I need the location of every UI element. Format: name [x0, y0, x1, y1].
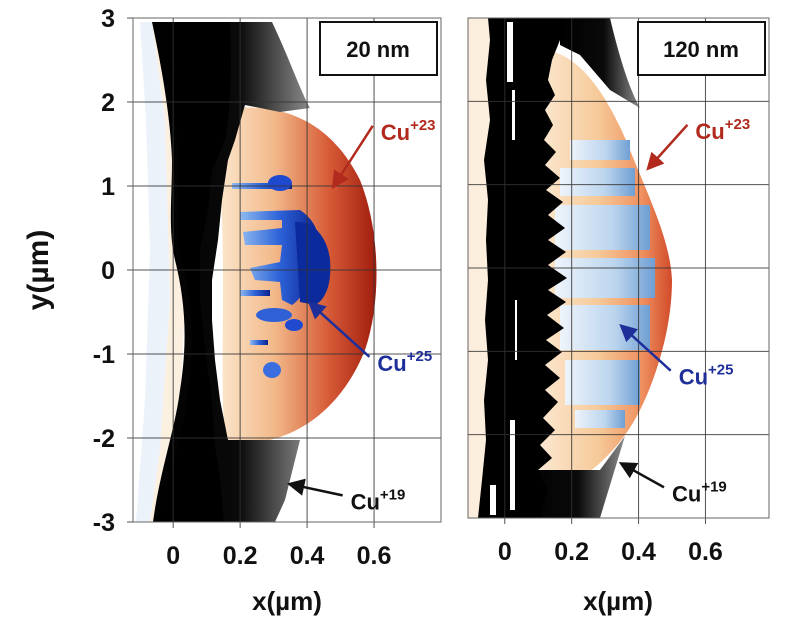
annotation-label: Cu+25 — [679, 362, 734, 390]
x-tick-label: 0 — [498, 538, 512, 566]
panel-20nm-heatmap — [136, 22, 377, 522]
annotation-arrow — [331, 125, 374, 189]
y-tick-label: -1 — [93, 341, 115, 369]
cu19-wedge-bottom — [520, 436, 625, 518]
annotation-cuplus23: Cu+23 — [331, 117, 436, 189]
y-tick-label: 2 — [101, 89, 115, 117]
cu19-wedge-top — [560, 18, 640, 108]
y-tick-label: 3 — [101, 5, 115, 33]
y-tick-label: 1 — [101, 173, 115, 201]
x-tick-label: 0.4 — [621, 538, 656, 566]
y-axis-label: y(µm) — [22, 230, 55, 311]
panel-20nm-grid — [127, 17, 441, 528]
species: Cu — [377, 351, 406, 376]
y-tick-label: 0 — [101, 257, 115, 285]
charge: +23 — [725, 116, 750, 133]
panel-120nm-inset-label: 120 nm — [663, 37, 739, 62]
y-tick-label: -3 — [93, 509, 115, 537]
panel-20nm-frame — [132, 17, 442, 523]
panel-120nm-x-tick-labels: 0 0.2 0.4 0.6 — [498, 538, 723, 566]
x-tick-label: 0.6 — [357, 542, 392, 570]
panel-20nm-inset-label: 20 nm — [346, 37, 410, 62]
charge: +23 — [410, 117, 435, 134]
annotation-label: Cu+23 — [381, 117, 436, 145]
species: Cu — [672, 481, 701, 506]
cu19-voids — [490, 22, 517, 515]
cu25-region — [232, 175, 331, 378]
annotation-label: Cu+23 — [695, 116, 750, 144]
annotation-arrow — [286, 478, 343, 497]
species: Cu — [351, 489, 380, 514]
panel-20nm-inset: 20 nm — [319, 21, 438, 76]
x-tick-label: 0 — [166, 542, 180, 570]
cu19-pale-edge — [136, 22, 170, 522]
annotation-arrow — [618, 462, 665, 489]
panel-120nm-inset: 120 nm — [637, 21, 766, 76]
annotation-cuplus19: Cu+19 — [618, 462, 727, 506]
charge: +25 — [708, 362, 733, 379]
panel-20nm-xlabel: x(µm) — [252, 586, 322, 616]
charge: +25 — [407, 348, 432, 365]
annotation-arrow — [307, 301, 371, 358]
x-tick-label: 0.2 — [223, 542, 258, 570]
annotation-cuplus23: Cu+23 — [646, 116, 750, 171]
annotation-label: Cu+19 — [351, 486, 406, 514]
x-tick-label: 0.4 — [290, 542, 325, 570]
x-tick-label: 0.2 — [554, 538, 589, 566]
annotation-cuplus25: Cu+25 — [619, 323, 734, 390]
species: Cu — [381, 120, 410, 145]
species: Cu — [679, 365, 708, 390]
y-tick-label: -2 — [93, 425, 115, 453]
annotation-label: Cu+25 — [377, 348, 432, 376]
panel-20nm-x-tick-labels: 0 0.2 0.4 0.6 — [166, 542, 391, 570]
panel-120nm-xlabel: x(µm) — [583, 586, 653, 616]
annotation-cuplus25: Cu+25 — [307, 301, 432, 376]
species: Cu — [695, 119, 724, 144]
charge: +19 — [701, 478, 726, 495]
annotation-arrow — [619, 323, 672, 372]
annotation-cuplus19: Cu+19 — [286, 478, 406, 514]
annotation-label: Cu+19 — [672, 478, 727, 506]
y-tick-labels: 3 2 1 0 -1 -2 -3 — [93, 5, 115, 537]
charge: +19 — [380, 486, 405, 503]
panel-120nm-frame — [467, 17, 770, 519]
annotation-arrow — [646, 123, 689, 171]
x-tick-label: 0.6 — [688, 538, 723, 566]
cu19-core — [158, 22, 231, 522]
